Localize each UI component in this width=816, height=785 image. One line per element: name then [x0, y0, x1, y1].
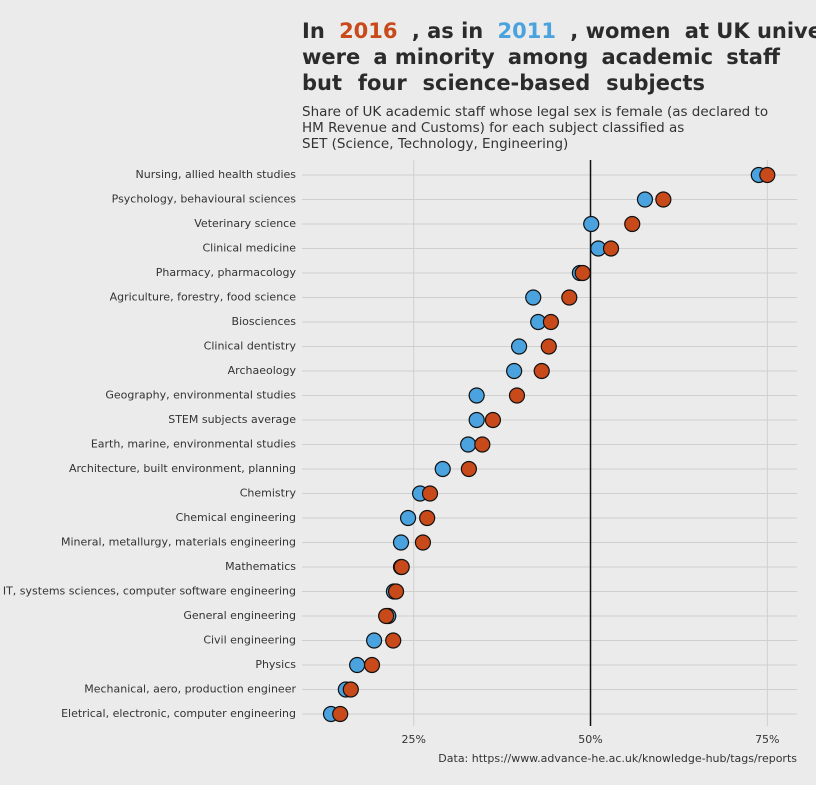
y-tick-label: Pharmacy, pharmacology [156, 266, 297, 279]
title-word: 2016 [339, 19, 398, 43]
dot [561, 289, 578, 306]
dot [542, 313, 560, 331]
y-tick-label: Chemistry [240, 487, 297, 500]
dot [533, 362, 550, 380]
title-word: In [302, 19, 325, 43]
dot [399, 509, 417, 527]
title-word: academic [601, 45, 714, 69]
y-tick-label: Mechanical, aero, production engineer [84, 683, 296, 696]
x-tick-label: 75% [755, 733, 779, 746]
title-word: at UK unive [684, 19, 816, 43]
y-tick-label: Archaeology [228, 364, 297, 377]
y-tick-label: Agriculture, forestry, food science [110, 291, 297, 304]
y-tick-label: IT, systems sciences, computer software … [3, 585, 296, 598]
y-tick-label: Mineral, metallurgy, materials engineeri… [61, 536, 296, 549]
dot [349, 656, 366, 674]
caption: Data: https://www.advance-he.ac.uk/knowl… [438, 752, 797, 765]
dot [624, 215, 641, 233]
dot [363, 656, 381, 674]
dot [378, 607, 395, 625]
dot [540, 338, 557, 355]
dot [385, 632, 402, 649]
dot [332, 705, 349, 723]
y-tick-label: Architecture, built environment, plannin… [69, 462, 296, 475]
title-line: but four science-based subjects [302, 70, 705, 96]
dot [759, 166, 776, 184]
dot [392, 534, 410, 551]
dot [583, 215, 600, 233]
y-tick-label: Nursing, allied health studies [136, 168, 297, 181]
dot [468, 411, 485, 429]
y-tick-label: General engineering [183, 609, 296, 622]
title-line: In 2016 , as in 2011 , women at UK unive [302, 18, 816, 44]
dot [414, 534, 432, 551]
dot [574, 264, 591, 282]
y-tick-label: Earth, marine, environmental studies [91, 438, 296, 451]
dot [468, 387, 485, 404]
dot [421, 485, 439, 502]
chart-title: In 2016, as in 2011, women at UK unive were a… [302, 18, 816, 96]
y-tick-label: Geography, environmental studies [105, 389, 296, 402]
dot [525, 289, 542, 306]
dot [602, 240, 620, 257]
x-tick-label: 50% [578, 733, 602, 746]
dot [460, 460, 477, 478]
y-tick-label: Eletrical, electronic, computer engineer… [61, 707, 296, 720]
y-tick-label: Clinical dentistry [204, 340, 297, 353]
dot [419, 509, 436, 527]
chart-subtitle: Share of UK academic staff whose legal s… [302, 104, 768, 152]
y-tick-label: Chemical engineering [176, 511, 296, 524]
title-word: a minority [373, 45, 495, 69]
dot [366, 632, 383, 649]
title-word: but [302, 71, 343, 95]
y-tick-label: Physics [255, 658, 296, 671]
x-tick-label: 25% [402, 733, 426, 746]
dot [387, 583, 405, 600]
dot [434, 460, 451, 478]
y-tick-label: Mathematics [225, 560, 296, 573]
dot [510, 338, 528, 355]
title-word: 2011 [497, 19, 556, 43]
title-word: science-based [422, 71, 591, 95]
title-word: subjects [606, 71, 705, 95]
y-tick-label: STEM subjects average [168, 413, 296, 426]
y-tick-label: Clinical medicine [202, 242, 296, 255]
title-word: , women [570, 19, 671, 43]
dot [508, 387, 526, 404]
dot [506, 362, 523, 380]
y-tick-label: Biosciences [232, 315, 297, 328]
title-word: four [357, 71, 407, 95]
dot [393, 558, 410, 576]
dot [484, 411, 502, 429]
title-word: among [507, 45, 589, 69]
dot [636, 191, 654, 208]
dot [655, 191, 672, 208]
subtitle-line: SET (Science, Technology, Engineering) [302, 136, 569, 152]
y-tick-label: Psychology, behavioural sciences [112, 193, 297, 206]
y-tick-label: Civil engineering [203, 634, 296, 647]
title-line: were a minority among academic staff [302, 44, 780, 70]
subtitle-line: Share of UK academic staff whose legal s… [302, 104, 769, 120]
title-word: staff [726, 45, 780, 69]
title-word: , as in [411, 19, 484, 43]
dot [460, 436, 477, 453]
title-word: were [302, 45, 361, 69]
subtitle-line: HM Revenue and Customs) for each subject… [302, 120, 685, 136]
dot [342, 681, 359, 698]
dot [474, 436, 491, 453]
y-tick-label: Veterinary science [194, 217, 296, 230]
